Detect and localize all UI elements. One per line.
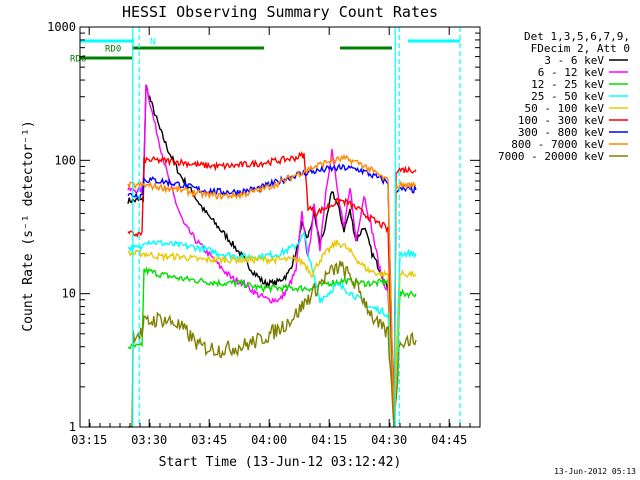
x-tick-label: 04:45 xyxy=(431,433,467,447)
vertical-markers xyxy=(132,27,461,427)
series-line-2 xyxy=(127,84,395,428)
legend-header-line: Det 1,3,5,6,7,9, xyxy=(524,30,630,43)
legend-entry-label: 25 - 50 keV xyxy=(531,90,604,103)
series-line-4 xyxy=(127,231,417,428)
legend-entry-label: 12 - 25 keV xyxy=(531,78,604,91)
axis-ticks: 03:15 03:30 03:45 04:00 04:15 04:30 04:45 1 10 10… xyxy=(47,20,481,447)
legend-entry-label: 6 - 12 keV xyxy=(538,66,605,79)
series-line-3 xyxy=(127,266,417,427)
series-line-7 xyxy=(127,163,417,428)
legend-entry-label: 800 - 7000 keV xyxy=(511,138,604,151)
y-axis-label: Count Rate (s⁻¹ detector⁻¹) xyxy=(21,120,36,331)
flag-label-n: N xyxy=(150,38,155,48)
chart-title: HESSI Observing Summary Count Rates xyxy=(122,3,438,21)
flag-bars: RD0 RD6 N xyxy=(70,38,460,65)
y-tick-label: 1 xyxy=(69,420,76,434)
x-tick-label: 03:45 xyxy=(191,433,227,447)
legend-entry-label: 100 - 300 keV xyxy=(518,114,604,127)
series-line-9 xyxy=(128,260,417,428)
x-tick-label: 03:15 xyxy=(71,433,107,447)
y-tick-label: 1000 xyxy=(47,20,76,34)
series-line-5 xyxy=(127,239,417,425)
x-tick-label: 04:15 xyxy=(311,433,347,447)
x-tick-label: 04:00 xyxy=(251,433,287,447)
flag-label-rd0: RD0 xyxy=(105,45,121,55)
series-lines xyxy=(127,84,417,428)
series-line-8 xyxy=(127,153,417,428)
legend-entry-label: 50 - 100 keV xyxy=(525,102,605,115)
y-tick-label: 10 xyxy=(62,287,76,301)
plot-frame xyxy=(79,26,481,428)
legend-entry-label: 3 - 6 keV xyxy=(544,54,604,67)
x-axis-label: Start Time (13-Jun-12 03:12:42) xyxy=(159,455,402,470)
legend-entry-label: 300 - 800 keV xyxy=(518,126,604,139)
y-tick-label: 100 xyxy=(54,153,76,167)
flag-label-rd6: RD6 xyxy=(70,55,86,65)
legend: Det 1,3,5,6,7,9,FDecim 2, Att 03 - 6 keV… xyxy=(498,30,630,163)
series-line-6 xyxy=(127,150,417,424)
x-tick-label: 04:30 xyxy=(371,433,407,447)
footer-timestamp: 13-Jun-2012 05:13 xyxy=(554,467,636,476)
legend-header-line: FDecim 2, Att 0 xyxy=(531,42,630,55)
legend-entry-label: 7000 - 20000 keV xyxy=(498,150,604,163)
x-tick-label: 03:30 xyxy=(131,433,167,447)
